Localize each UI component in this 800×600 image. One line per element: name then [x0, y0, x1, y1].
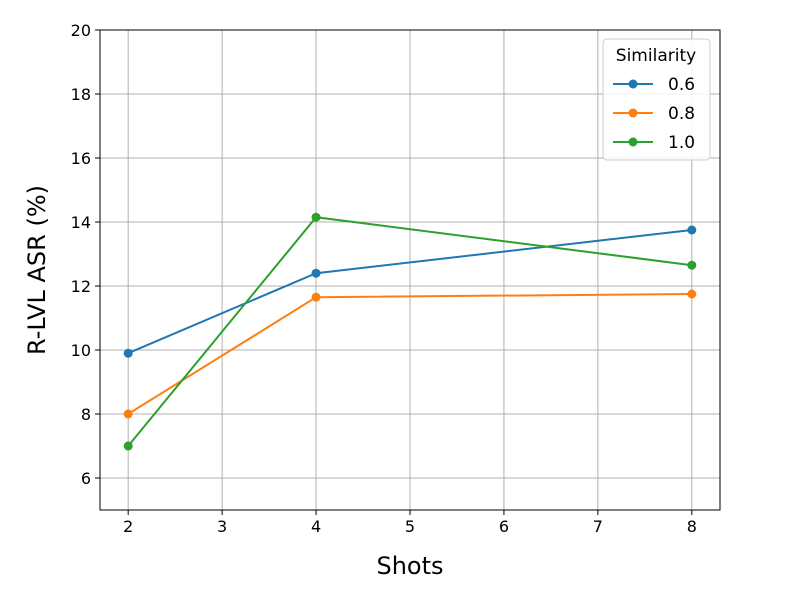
data-point-0.6 [687, 225, 697, 235]
data-point-1.0 [687, 260, 697, 270]
data-point-0.8 [687, 289, 697, 299]
y-tick-label: 8 [81, 405, 91, 424]
y-tick-label: 20 [71, 21, 91, 40]
y-tick-label: 18 [71, 85, 91, 104]
y-tick-label: 10 [71, 341, 91, 360]
data-point-0.6 [311, 268, 321, 278]
y-axis-title: R-LVL ASR (%) [23, 185, 51, 355]
x-tick-label: 5 [405, 517, 415, 536]
legend-label-0.8: 0.8 [668, 104, 695, 124]
x-tick-label: 8 [687, 517, 697, 536]
x-tick-label: 4 [311, 517, 321, 536]
data-point-1.0 [311, 212, 321, 222]
y-tick-label: 16 [71, 149, 91, 168]
y-tick-label: 6 [81, 469, 91, 488]
legend-marker-1.0 [628, 137, 638, 147]
x-axis-title: Shots [376, 552, 443, 580]
data-point-1.0 [123, 441, 133, 451]
y-tick-label: 14 [71, 213, 91, 232]
x-tick-label: 7 [593, 517, 603, 536]
data-point-0.8 [123, 409, 133, 419]
legend-title: Similarity [616, 46, 696, 66]
y-tick-label: 12 [71, 277, 91, 296]
legend-marker-0.8 [628, 108, 638, 118]
data-point-0.8 [311, 292, 321, 302]
legend-entries: 0.6 0.8 1.0 [613, 75, 695, 153]
ticks: 2 3 4 5 6 7 8 6 8 10 12 14 16 18 20 [71, 21, 697, 536]
legend-label-1.0: 1.0 [668, 133, 695, 153]
data-point-0.6 [123, 348, 133, 358]
legend: Similarity 0.6 0.8 1.0 [602, 38, 711, 161]
series-layer [123, 212, 697, 451]
x-tick-label: 6 [499, 517, 509, 536]
legend-label-0.6: 0.6 [668, 75, 695, 95]
x-tick-label: 2 [123, 517, 133, 536]
x-tick-label: 3 [217, 517, 227, 536]
legend-box [602, 38, 711, 161]
legend-marker-0.6 [628, 79, 638, 89]
